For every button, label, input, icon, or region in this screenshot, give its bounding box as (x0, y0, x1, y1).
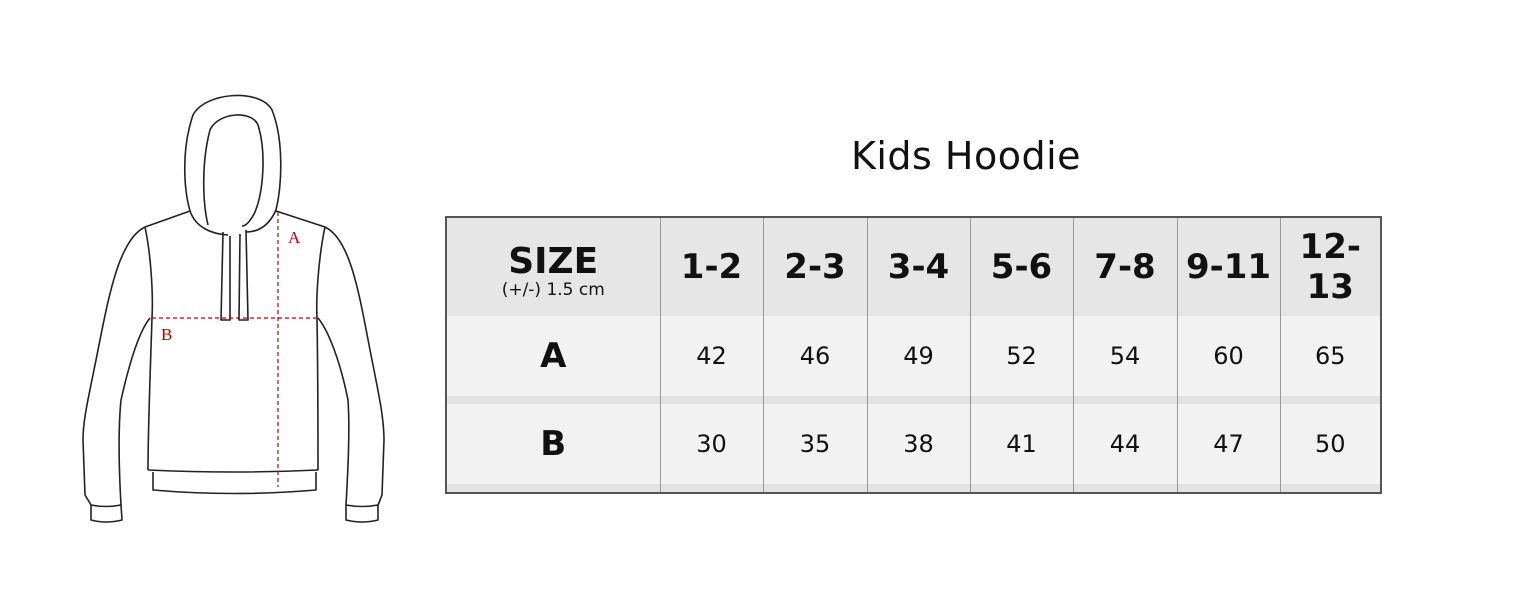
size-col-header: 5-6 (969, 217, 1073, 316)
table-cell: 50 (1279, 404, 1381, 484)
hoodie-diagram: A B (82, 94, 385, 523)
table-cell: 41 (969, 404, 1073, 484)
row-label: A (446, 316, 660, 396)
size-col-header: 3-4 (866, 217, 970, 316)
table-cell: 54 (1072, 316, 1177, 396)
tolerance-note: (+/-) 1.5 cm (501, 280, 605, 300)
table-cell: 65 (1279, 316, 1381, 396)
table-cell: 49 (866, 316, 970, 396)
table-row-a: A 42 46 49 52 54 60 65 (446, 316, 1381, 396)
chart-title: Kids Hoodie (850, 134, 1082, 178)
size-col-header: 2-3 (762, 217, 867, 316)
row-divider (446, 484, 1381, 493)
table-cell: 44 (1072, 404, 1177, 484)
table-cell: 47 (1176, 404, 1280, 484)
size-header: SIZE (+/-) 1.5 cm (446, 217, 660, 316)
row-label: B (446, 404, 660, 484)
size-table: SIZE (+/-) 1.5 cm 1-2 2-3 3-4 5-6 7-8 9-… (445, 216, 1382, 494)
measure-b-label: B (161, 325, 172, 344)
table-cell: 52 (969, 316, 1073, 396)
hoodie-outline (82, 94, 385, 523)
table-cell: 30 (659, 404, 763, 484)
size-col-header: 12-13 (1279, 217, 1381, 316)
table-cell: 60 (1176, 316, 1280, 396)
measure-lines (152, 212, 316, 487)
size-col-header: 9-11 (1176, 217, 1280, 316)
header-row: SIZE (+/-) 1.5 cm 1-2 2-3 3-4 5-6 7-8 9-… (446, 217, 1381, 316)
row-divider (446, 396, 1381, 404)
table-cell: 46 (762, 316, 867, 396)
table-cell: 35 (762, 404, 867, 484)
size-col-header: 1-2 (659, 217, 763, 316)
table-cell: 38 (866, 404, 970, 484)
size-col-header: 7-8 (1072, 217, 1177, 316)
measure-a-label: A (288, 228, 301, 247)
table-row-b: B 30 35 38 41 44 47 50 (446, 404, 1381, 484)
table-cell: 42 (659, 316, 763, 396)
size-label: SIZE (508, 241, 599, 282)
